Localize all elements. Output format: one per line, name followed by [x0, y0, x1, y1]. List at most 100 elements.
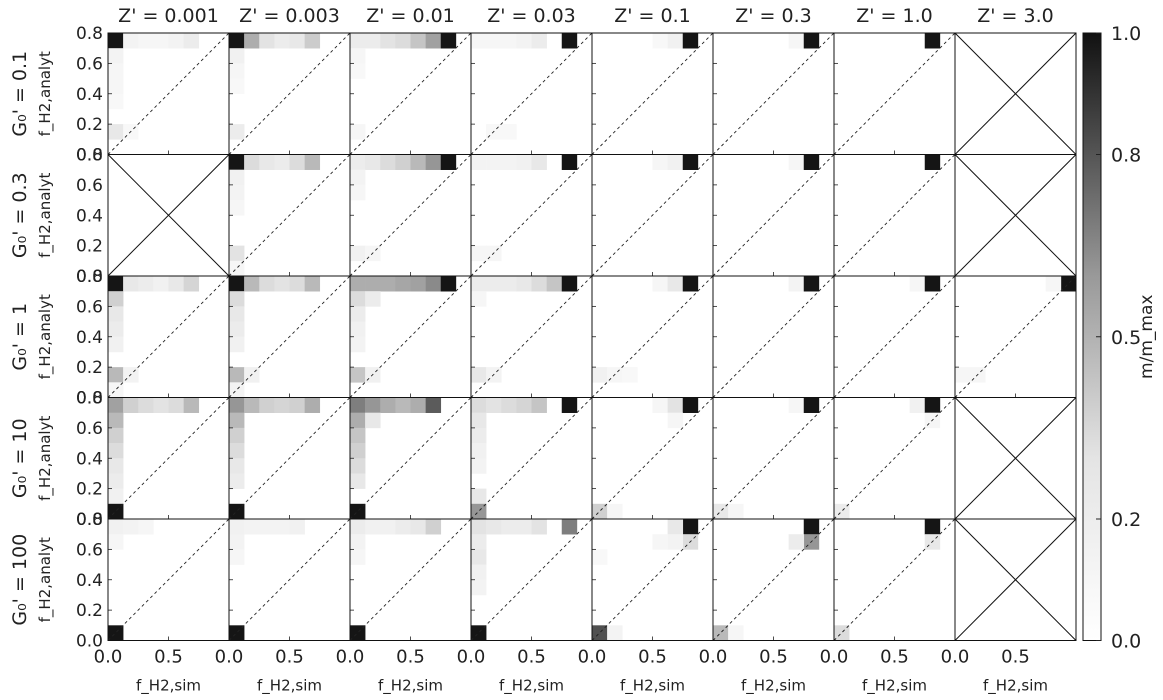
diagonal-reference-line — [228, 275, 351, 398]
x-tick-label: 0.5 — [396, 647, 425, 668]
panel-border — [954, 518, 1077, 641]
x-tick-label: 0.0 — [820, 647, 849, 668]
diagonal-reference-line — [833, 32, 956, 155]
heatmap-cell — [471, 564, 487, 581]
heatmap-cell — [516, 397, 532, 413]
heatmap-cell — [289, 397, 305, 413]
heatmap-cell — [410, 519, 426, 535]
heatmap-cell — [788, 276, 805, 292]
heatmap-cell — [350, 169, 366, 186]
heatmap-cell — [425, 33, 442, 49]
panel-r4-c7 — [954, 518, 1077, 641]
heatmap-cell — [471, 412, 487, 429]
heatmap-cell — [229, 549, 245, 565]
heatmap-cell — [108, 458, 124, 474]
x-axis-title: f_H2,sim — [499, 677, 564, 696]
heatmap-cell — [607, 625, 623, 641]
heatmap-cell — [652, 534, 668, 550]
diagonal-reference-line — [712, 397, 835, 520]
heatmap-cell — [667, 412, 684, 429]
heatmap-cell — [108, 306, 124, 322]
heatmap-cell — [592, 549, 608, 565]
heatmap-cell — [350, 124, 366, 140]
heatmap-cell — [501, 276, 517, 292]
column-label: Z' = 0.003 — [239, 5, 340, 27]
column-labels: Z' = 0.001 Z' = 0.003 Z' = 0.01 Z' = 0.03 Z'… — [118, 5, 1054, 27]
heatmap-cell — [289, 154, 305, 170]
heatmap-cell — [410, 397, 426, 413]
panel-r2-c6 — [833, 275, 956, 398]
heatmap-cell — [365, 154, 381, 170]
empty-panel-cross — [954, 32, 1077, 155]
heatmap-cell — [395, 33, 411, 49]
y-axis-title: f_H2,analyt — [36, 416, 55, 501]
panel-r3-c2 — [349, 397, 472, 520]
heatmap-cell — [350, 367, 366, 383]
heatmap-cell — [350, 336, 366, 353]
diagonal-reference-line — [349, 275, 472, 398]
x-tick-label: 0.0 — [336, 647, 365, 668]
heatmap-cell — [471, 549, 487, 565]
heatmap-cell — [304, 154, 321, 170]
heatmap-cell — [289, 519, 305, 535]
heatmap-cell — [501, 154, 517, 170]
heatmap-cell — [350, 397, 366, 413]
heatmap-cell — [592, 625, 608, 641]
x-tick-label: 0.5 — [880, 647, 909, 668]
diagonal-reference-line — [107, 397, 230, 520]
heatmap-cell — [531, 397, 547, 413]
panel-r1-c5 — [712, 154, 835, 277]
heatmap-cell — [350, 184, 366, 201]
panel-r4-c1 — [228, 518, 351, 641]
heatmap-cell — [259, 276, 275, 292]
heatmap-cell — [561, 154, 578, 170]
panel-r3-c7 — [954, 397, 1077, 520]
heatmap-cell — [380, 276, 396, 292]
x-tick-label: 0.5 — [759, 647, 788, 668]
x-axis-title: f_H2,sim — [620, 677, 685, 696]
heatmap-cell — [410, 33, 426, 49]
diagonal-reference-line — [228, 397, 351, 520]
heatmap-cell — [501, 124, 517, 140]
heatmap-cell — [713, 625, 729, 641]
y-tick-label: 0.4 — [76, 206, 103, 226]
heatmap-cell — [667, 519, 684, 535]
heatmap-cell — [229, 336, 245, 353]
heatmap-cell — [108, 93, 124, 110]
heatmap-cell — [108, 321, 124, 338]
diagonal-reference-line — [470, 397, 593, 520]
heatmap-cell — [229, 443, 245, 459]
heatmap-cell — [123, 276, 139, 292]
heatmap-cell — [138, 519, 154, 535]
x-tick-label: 0.0 — [699, 647, 728, 668]
panel-r0-c3 — [470, 32, 593, 155]
diagonal-reference-line — [470, 518, 593, 641]
heatmap-cell — [229, 458, 245, 474]
panel-r1-c4 — [591, 154, 714, 277]
colorbar-tick-label: 0.5 — [1111, 327, 1141, 349]
heatmap-cell — [471, 245, 487, 262]
heatmap-cell — [682, 276, 699, 292]
heatmap-cell — [229, 33, 245, 49]
heatmap-cell — [138, 33, 154, 49]
column-label: Z' = 1.0 — [856, 5, 932, 27]
column-label: Z' = 0.001 — [118, 5, 219, 27]
heatmap-cell — [229, 321, 245, 338]
heatmap-cell — [834, 503, 850, 520]
row-label: G₀' = 1 — [9, 303, 31, 371]
heatmap-cell — [667, 154, 684, 170]
colorbar-tick-label: 0.0 — [1111, 631, 1141, 653]
heatmap-cell — [108, 443, 124, 459]
panel-r0-c7 — [954, 32, 1077, 155]
heatmap-cell — [471, 503, 487, 520]
heatmap-cell — [471, 276, 487, 292]
heatmap-cell — [516, 276, 532, 292]
heatmap-cell — [410, 276, 426, 292]
panel-r4-c0 — [107, 518, 230, 641]
heatmap-cell — [259, 33, 275, 49]
heatmap-cell — [592, 367, 608, 383]
heatmap-cell — [229, 625, 245, 641]
diagonal-reference-line — [833, 275, 956, 398]
panel-r3-c5 — [712, 397, 835, 520]
x-axis-title: f_H2,sim — [862, 677, 927, 696]
